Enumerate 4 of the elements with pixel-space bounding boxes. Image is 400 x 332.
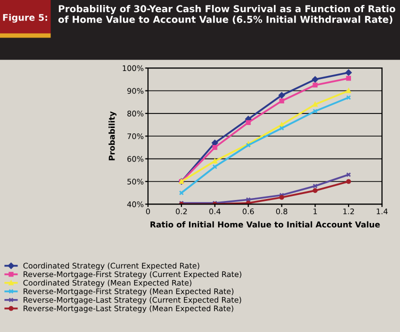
y-axis-title: Probability [108,111,116,160]
caption: Figure 5: [3,14,48,23]
chart-title: Probability of 30-Year Cash Flow Survival as a Function of Ratio of Home Value to Account Value (6.5% Initial Withdrawal Rate) [58,4,396,24]
x-axis-title: Ratio of Initial Home Value to Initial Account Value [150,221,380,228]
